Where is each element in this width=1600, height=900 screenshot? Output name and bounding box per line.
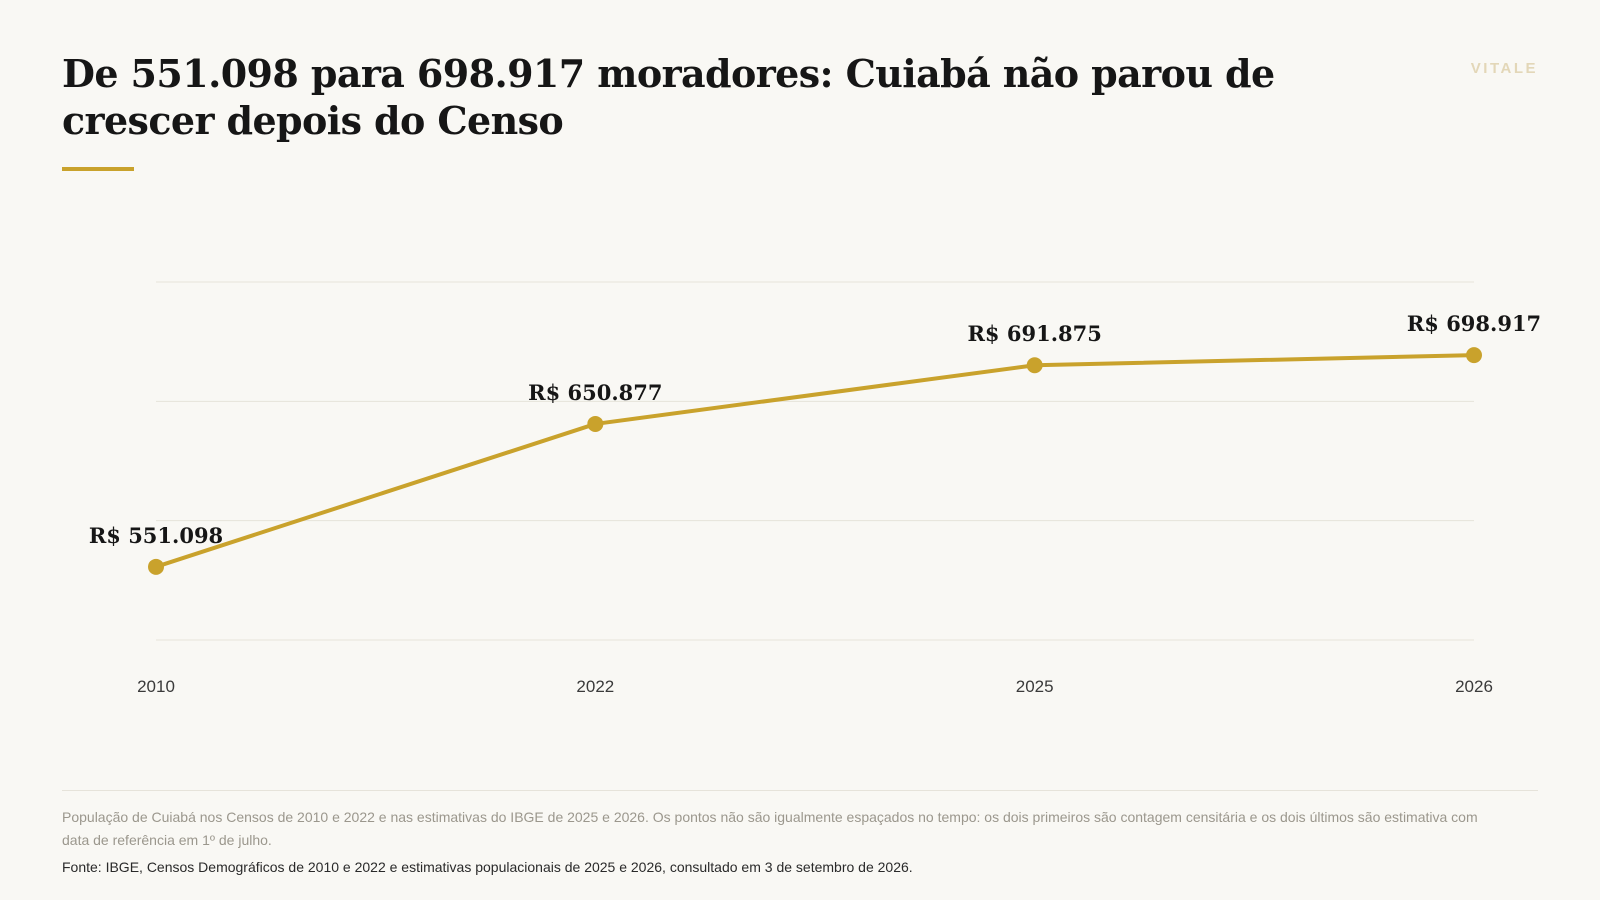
x-tick-label: 2022 (576, 677, 614, 696)
x-tick-label: 2026 (1455, 677, 1493, 696)
data-point (587, 415, 604, 432)
title-accent-rule (62, 167, 134, 171)
data-point (1026, 357, 1043, 374)
data-point (148, 558, 164, 575)
data-label: R$ 650.877 (528, 380, 662, 405)
chart-note: População de Cuiabá nos Censos de 2010 e… (62, 809, 1478, 848)
footer-divider (62, 790, 1538, 791)
series-points (148, 347, 1482, 575)
brand-logo: VITALE (1470, 60, 1538, 77)
data-label: R$ 698.917 (1407, 311, 1541, 336)
data-label: R$ 551.098 (89, 523, 223, 548)
x-axis-ticks: 2010 2022 2025 2026 (137, 677, 1493, 696)
chart-title: De 551.098 para 698.917 moradores: Cuiab… (62, 51, 1275, 143)
series-lines (154, 353, 1476, 569)
data-point (1466, 347, 1482, 364)
data-label: R$ 691.875 (967, 321, 1101, 346)
x-tick-label: 2010 (137, 677, 175, 696)
x-tick-label: 2025 (1016, 677, 1054, 696)
data-labels: R$ 551.098 R$ 650.877 R$ 691.875 R$ 698.917 (89, 311, 1541, 548)
grid-lines (156, 281, 1474, 641)
series-line (154, 353, 1476, 569)
chart-source: Fonte: IBGE, Censos Demográficos de 2010… (62, 859, 913, 875)
